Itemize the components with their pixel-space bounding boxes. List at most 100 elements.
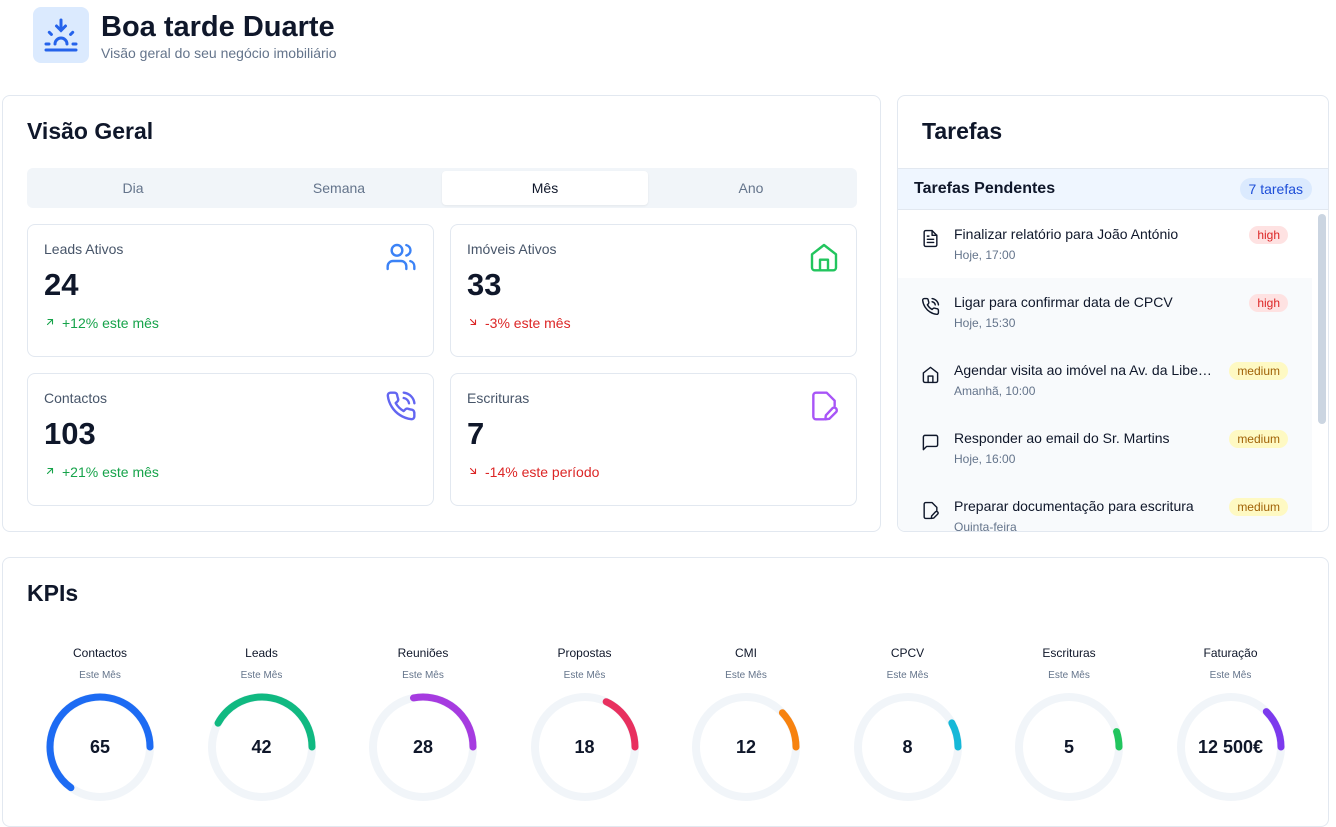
kpi-item: CMI Este Mês 12 [666, 646, 826, 803]
page-subtitle: Visão geral do seu negócio imobiliário [101, 44, 337, 61]
task-title: Finalizar relatório para João António [954, 226, 1179, 242]
stat-change: -3% este mês [485, 315, 571, 331]
stat-card: Imóveis Ativos 33 -3% este mês [450, 224, 857, 357]
task-title: Preparar documentação para escritura [954, 498, 1194, 514]
priority-badge: medium [1229, 430, 1288, 448]
stat-change: +21% este mês [62, 464, 159, 480]
stat-change: -14% este período [485, 464, 600, 480]
arrow-down-right-icon [467, 464, 479, 480]
kpi-period: Este Mês [725, 670, 767, 681]
file-edit-icon [921, 501, 940, 525]
gauge-arc [692, 693, 800, 801]
task-date: Hoje, 15:30 [954, 316, 1016, 330]
stat-change: +12% este mês [62, 315, 159, 331]
stat-value: 103 [44, 416, 96, 451]
kpi-period: Este Mês [1048, 670, 1090, 681]
priority-badge: medium [1229, 362, 1288, 380]
task-item[interactable]: Finalizar relatório para João António Ho… [898, 210, 1312, 278]
stat-card: Escrituras 7 -14% este período [450, 373, 857, 506]
task-date: Quinta-feira [954, 520, 1017, 532]
task-item[interactable]: Preparar documentação para escritura Qui… [898, 482, 1312, 532]
kpi-item: Contactos Este Mês 65 [20, 646, 180, 803]
kpi-gauge: 65 [44, 691, 156, 803]
stat-value: 24 [44, 267, 79, 302]
stat-card: Contactos 103 +21% este mês [27, 373, 434, 506]
kpi-period: Este Mês [563, 670, 606, 681]
tasks-card: Tarefas Tarefas Pendentes 7 tarefas Fina… [897, 95, 1329, 532]
phone-icon [921, 297, 940, 321]
task-list: Finalizar relatório para João António Ho… [898, 210, 1312, 532]
tab-mes[interactable]: Mês [442, 171, 648, 205]
kpi-period: Este Mês [1209, 670, 1252, 681]
kpi-gauge: 8 [852, 691, 964, 803]
arrow-up-right-icon [44, 315, 56, 331]
page-title: Boa tarde Duarte [101, 10, 335, 43]
overview-title: Visão Geral [27, 118, 154, 144]
tab-ano[interactable]: Ano [738, 180, 764, 196]
gauge-arc [1015, 693, 1123, 801]
kpi-value: 18 [574, 736, 595, 757]
tab-semana[interactable]: Semana [312, 180, 366, 196]
kpi-gauge: 28 [367, 691, 479, 803]
kpi-value: 12 500€ [1197, 736, 1264, 757]
kpi-value: 8 [902, 736, 913, 757]
gauge-arc [1177, 693, 1284, 801]
kpi-name: Leads [245, 646, 278, 660]
scrollbar[interactable] [1318, 214, 1326, 424]
message-icon [921, 433, 940, 457]
kpi-item: CPCV Este Mês 8 [828, 646, 988, 803]
kpi-period: Este Mês [79, 670, 121, 681]
tasks-count-badge: 7 tarefas [1239, 178, 1312, 200]
overview-card: Visão Geral Dia Semana Mês Ano Leads Ati… [2, 95, 881, 532]
tasks-title: Tarefas [922, 118, 1003, 144]
kpi-name: CPCV [890, 646, 925, 660]
kpi-value: 5 [1063, 736, 1074, 757]
stat-label: Imóveis Ativos [467, 241, 557, 257]
priority-badge: high [1249, 226, 1288, 244]
task-date: Hoje, 16:00 [954, 452, 1016, 466]
page-header: Boa tarde Duarte Visão geral do seu negó… [33, 7, 337, 63]
stat-label: Escrituras [467, 390, 530, 406]
kpi-value: 65 [89, 736, 111, 757]
arrow-down-right-icon [467, 315, 479, 331]
home-icon [808, 241, 840, 278]
kpi-item: Reuniões Este Mês 28 [343, 646, 503, 803]
kpi-period: Este Mês [402, 670, 444, 681]
priority-badge: high [1249, 294, 1288, 312]
stat-label: Leads Ativos [44, 241, 124, 257]
kpi-value: 42 [251, 736, 272, 757]
stat-value: 33 [467, 267, 502, 302]
gauge-arc [208, 693, 315, 801]
gauge-arc [369, 693, 477, 801]
phone-icon [385, 390, 417, 427]
tab-dia[interactable]: Dia [122, 180, 144, 196]
kpi-name: Reuniões [397, 646, 449, 660]
users-icon [385, 241, 417, 278]
kpi-item: Faturação Este Mês 12 500€ [1151, 646, 1311, 803]
kpis-title: KPIs [27, 580, 79, 606]
kpi-name: Faturação [1203, 646, 1258, 660]
sunset-icon [33, 7, 89, 63]
kpi-name: Contactos [72, 646, 128, 660]
kpis-card: KPIs Contactos Este Mês 65 Leads Este Mê… [2, 557, 1329, 827]
stat-card: Leads Ativos 24 +12% este mês [27, 224, 434, 357]
gauge-arc [854, 693, 961, 801]
document-icon [921, 229, 940, 253]
task-item[interactable]: Ligar para confirmar data de CPCV Hoje, … [898, 278, 1312, 346]
kpi-value: 28 [412, 736, 434, 757]
period-tabs: Dia Semana Mês Ano [27, 168, 857, 208]
file-edit-icon [808, 390, 840, 427]
kpi-period: Este Mês [240, 670, 283, 681]
task-item[interactable]: Responder ao email do Sr. Martins Hoje, … [898, 414, 1312, 482]
task-date: Amanhã, 10:00 [954, 384, 1036, 398]
gauge-arc [46, 693, 154, 801]
task-item[interactable]: Agendar visita ao imóvel na Av. da Liber… [898, 346, 1312, 414]
kpi-item: Propostas Este Mês 18 [505, 646, 665, 803]
stat-label: Contactos [44, 390, 108, 406]
home-icon [921, 365, 940, 389]
kpi-gauge: 12 [690, 691, 802, 803]
task-title: Agendar visita ao imóvel na Av. da Liber… [954, 362, 1214, 378]
kpi-gauge: 5 [1013, 691, 1125, 803]
kpi-gauge: 42 [206, 691, 318, 803]
kpi-name: Escrituras [1042, 646, 1096, 660]
